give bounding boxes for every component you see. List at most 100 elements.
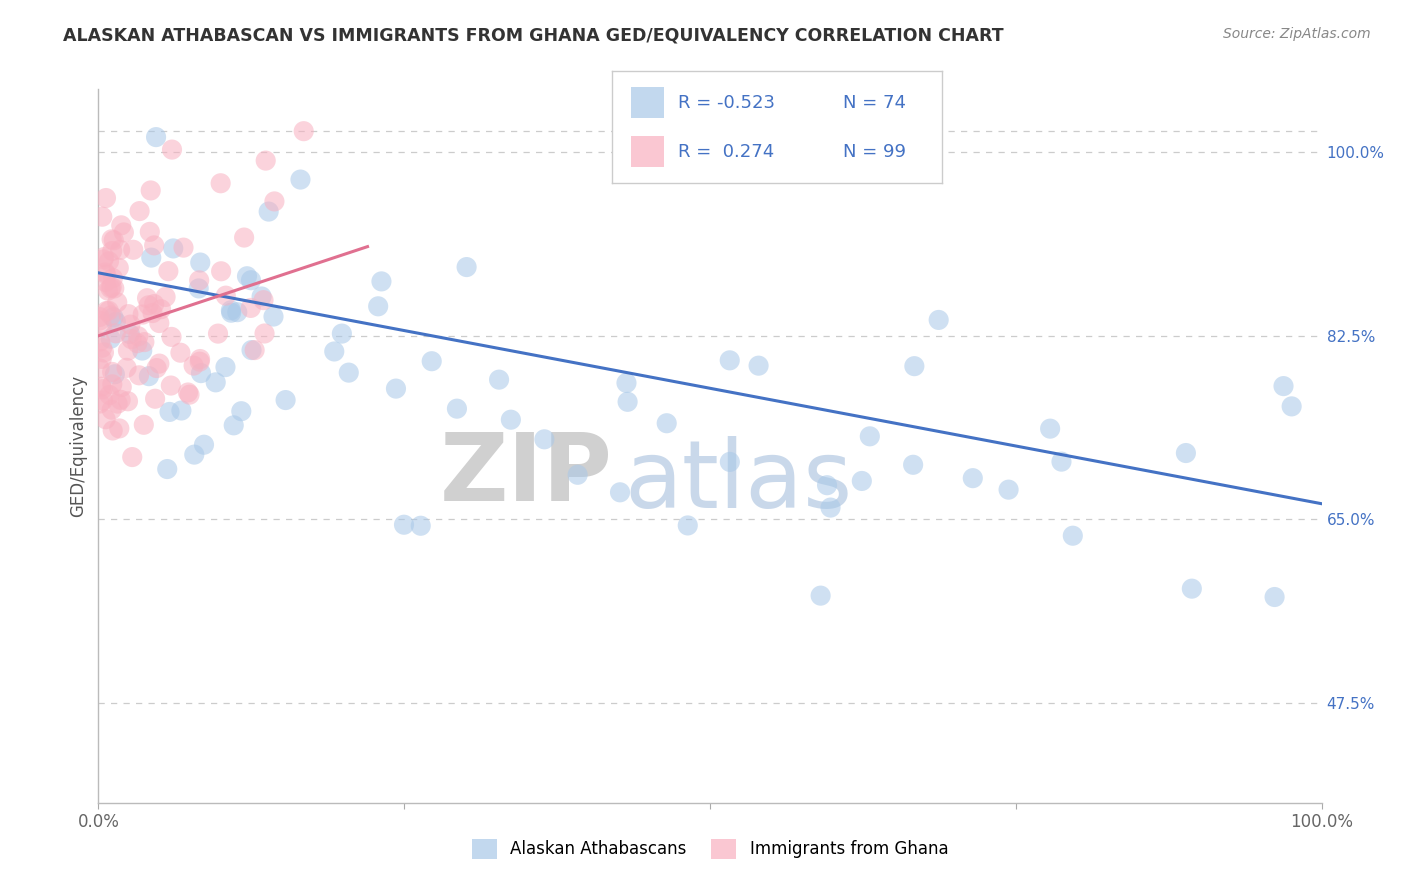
- Point: [142, 306, 165, 320]
- Point: [118, 326, 141, 341]
- Y-axis label: GED/Equivalency: GED/Equivalency: [69, 375, 87, 517]
- Point: [101, 377, 124, 392]
- Point: [488, 373, 510, 387]
- Point: [239, 301, 262, 315]
- Point: [117, 307, 139, 321]
- Point: [616, 376, 638, 390]
- Point: [145, 130, 167, 145]
- Point: [100, 402, 122, 417]
- Point: [456, 260, 478, 274]
- Text: atlas: atlas: [624, 435, 852, 528]
- Point: [567, 467, 589, 482]
- Point: [177, 385, 200, 400]
- Legend: Alaskan Athabascans, Immigrants from Ghana: Alaskan Athabascans, Immigrants from Gha…: [465, 832, 955, 866]
- Point: [100, 281, 122, 295]
- Point: [101, 244, 124, 258]
- Point: [115, 360, 138, 375]
- Point: [292, 124, 315, 138]
- Point: [188, 273, 211, 287]
- Point: [420, 354, 443, 368]
- Point: [108, 421, 131, 435]
- Point: [94, 191, 117, 205]
- Point: [231, 404, 253, 418]
- Text: N = 74: N = 74: [844, 94, 905, 112]
- Point: [103, 310, 125, 325]
- Point: [131, 308, 153, 322]
- Point: [138, 298, 160, 312]
- Point: [169, 345, 191, 359]
- Point: [143, 297, 166, 311]
- Bar: [631, 87, 665, 119]
- Point: [183, 359, 205, 373]
- Point: [89, 310, 111, 324]
- Point: [190, 366, 212, 380]
- Point: [274, 392, 297, 407]
- Point: [226, 305, 249, 319]
- Point: [188, 352, 211, 367]
- Point: [204, 376, 226, 390]
- Point: [121, 450, 143, 464]
- Point: [240, 343, 263, 357]
- Point: [219, 306, 242, 320]
- Point: [96, 304, 118, 318]
- Point: [97, 284, 120, 298]
- Point: [100, 332, 122, 346]
- Point: [901, 458, 924, 472]
- Point: [93, 252, 115, 267]
- Point: [676, 518, 699, 533]
- Point: [112, 226, 135, 240]
- Point: [243, 343, 266, 357]
- Point: [148, 357, 170, 371]
- Point: [110, 392, 132, 407]
- Point: [155, 290, 177, 304]
- Point: [103, 281, 125, 295]
- Point: [159, 405, 181, 419]
- Point: [93, 250, 115, 264]
- Point: [134, 335, 156, 350]
- Point: [207, 326, 229, 341]
- Text: Source: ZipAtlas.com: Source: ZipAtlas.com: [1223, 27, 1371, 41]
- Point: [1039, 422, 1062, 436]
- Point: [97, 303, 120, 318]
- Point: [250, 289, 273, 303]
- Point: [104, 315, 127, 329]
- Point: [254, 153, 277, 168]
- Point: [533, 433, 555, 447]
- Point: [150, 302, 173, 317]
- Point: [145, 361, 167, 376]
- Point: [127, 329, 149, 343]
- Text: ALASKAN ATHABASCAN VS IMMIGRANTS FROM GHANA GED/EQUIVALENCY CORRELATION CHART: ALASKAN ATHABASCAN VS IMMIGRANTS FROM GH…: [63, 27, 1004, 45]
- Point: [108, 243, 131, 257]
- Point: [330, 326, 353, 341]
- Point: [1181, 582, 1204, 596]
- Point: [107, 260, 129, 275]
- Point: [409, 518, 432, 533]
- Point: [104, 368, 127, 382]
- Point: [609, 485, 631, 500]
- Point: [263, 310, 285, 324]
- Point: [928, 313, 950, 327]
- Point: [810, 589, 832, 603]
- Point: [139, 184, 162, 198]
- Point: [128, 368, 150, 383]
- Point: [148, 316, 170, 330]
- Point: [94, 412, 117, 426]
- Point: [188, 255, 211, 269]
- Point: [110, 219, 132, 233]
- Point: [104, 326, 127, 341]
- Point: [117, 343, 139, 358]
- Point: [446, 401, 468, 416]
- Point: [179, 387, 201, 401]
- Point: [100, 280, 122, 294]
- Point: [100, 309, 122, 323]
- Point: [1050, 455, 1073, 469]
- Point: [132, 417, 155, 432]
- Point: [240, 273, 263, 287]
- Point: [138, 369, 160, 384]
- Point: [127, 336, 149, 351]
- Point: [101, 365, 124, 379]
- Text: ZIP: ZIP: [439, 428, 612, 521]
- Point: [499, 413, 522, 427]
- Point: [236, 269, 259, 284]
- Point: [997, 483, 1019, 497]
